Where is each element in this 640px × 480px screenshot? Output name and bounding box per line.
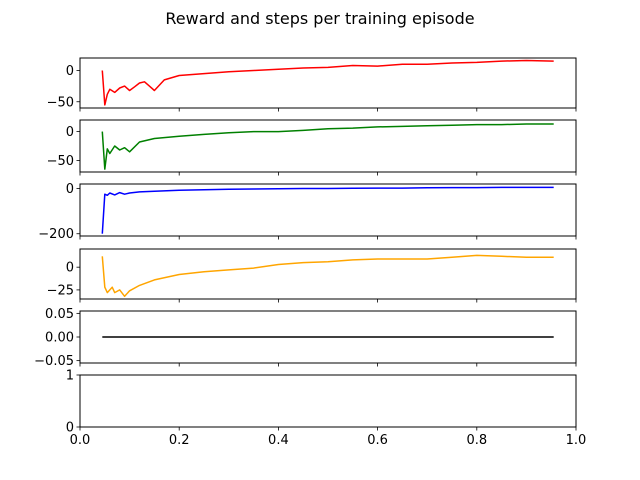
subplot-4: 0−25	[47, 248, 577, 303]
subplot-2: 0 −50	[47, 119, 577, 176]
axes-frame-2	[79, 119, 577, 173]
subplot-1: 0 −50	[47, 57, 577, 112]
y-tick-label-5-3: −0.05	[34, 354, 74, 369]
x-tick-label-1: 0.0	[70, 433, 91, 448]
y-tick-label-1-1: 0	[66, 64, 74, 79]
axes-frame-3	[79, 183, 577, 237]
y-tick-label-3-1: 0	[66, 182, 74, 197]
series-line-2-1	[101, 123, 554, 170]
x-tick-label-6: 1.0	[566, 433, 587, 448]
y-tick-label-4-1: 0	[66, 261, 74, 276]
x-tick-label-3: 0.4	[268, 433, 289, 448]
x-tick-label-2: 0.2	[169, 433, 190, 448]
y-tick-label-2-1: 0	[66, 125, 74, 140]
chart-title: Reward and steps per training episode	[165, 9, 474, 28]
axes-frame-1	[79, 57, 577, 109]
series-line-1-1	[101, 59, 554, 106]
series-line-3-1	[101, 186, 554, 234]
series-line-4-1	[101, 254, 554, 298]
subplot-5: 0.05 0.00 −0.05	[34, 307, 577, 369]
y-tick-label-6-2: 0	[66, 421, 74, 436]
y-tick-label-6-1: 1	[66, 369, 74, 384]
y-tick-label-5-1: 0.05	[45, 307, 74, 322]
x-tick-label-5: 0.8	[466, 433, 487, 448]
y-tick-label-5-2: 0.00	[45, 331, 74, 346]
y-tick-label-4-2: −25	[47, 283, 74, 298]
subplot-3: 0 −200	[38, 182, 577, 242]
axes-frame-6	[79, 374, 577, 428]
y-tick-label-1-2: −50	[47, 95, 74, 110]
subplot-6: 1 00.0 0.2 0.4 0.6 0.8 1.0	[66, 369, 587, 449]
y-tick-label-3-2: −200	[38, 227, 74, 242]
x-tick-label-4: 0.6	[367, 433, 388, 448]
y-tick-label-2-2: −50	[47, 154, 74, 169]
axes-frame-4	[79, 248, 577, 300]
